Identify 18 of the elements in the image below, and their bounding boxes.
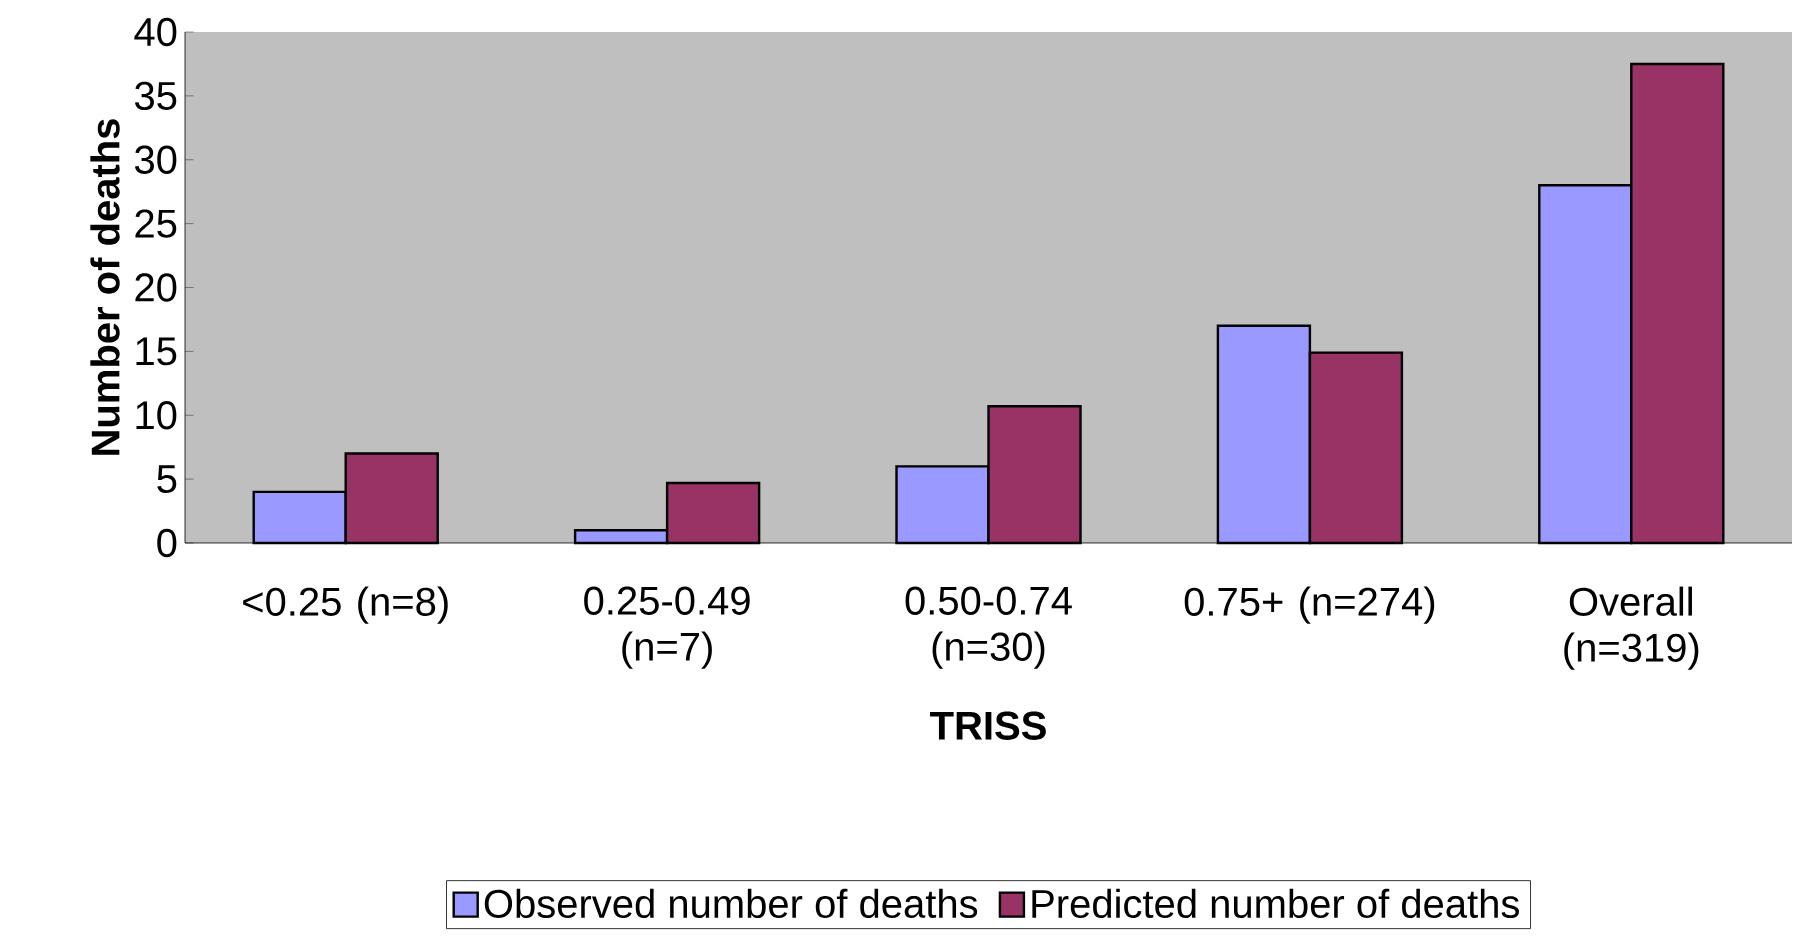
x-tick-label: 0.75+ (n=274) [1184,586,1435,624]
y-tick-label: 0 [157,528,177,558]
x-tick-label: <0.25 (n=8) [243,586,448,624]
y-axis-title: Number of deaths [90,119,120,455]
x-tick-label: 0.25-0.49 (n=7) [584,586,750,669]
y-tick-label: 35 [134,81,177,111]
y-tick-label: 20 [135,273,177,302]
y-tick-label: 15 [136,337,177,366]
legend-label: Observed number of deaths [484,888,978,919]
y-tick-label: 10 [136,401,177,430]
x-tick-label: 0.50-0.74 (n=30) [905,586,1072,669]
y-tick-label: 25 [135,209,177,238]
y-tick-label: 30 [134,145,177,174]
legend-label: Predicted number of deaths [1032,888,1519,919]
x-axis-title: TRISS [930,711,1046,740]
y-tick-label: 5 [157,465,177,494]
y-tick-label: 40 [134,17,177,47]
x-tick-label: Overall (n=319) [1564,586,1699,670]
